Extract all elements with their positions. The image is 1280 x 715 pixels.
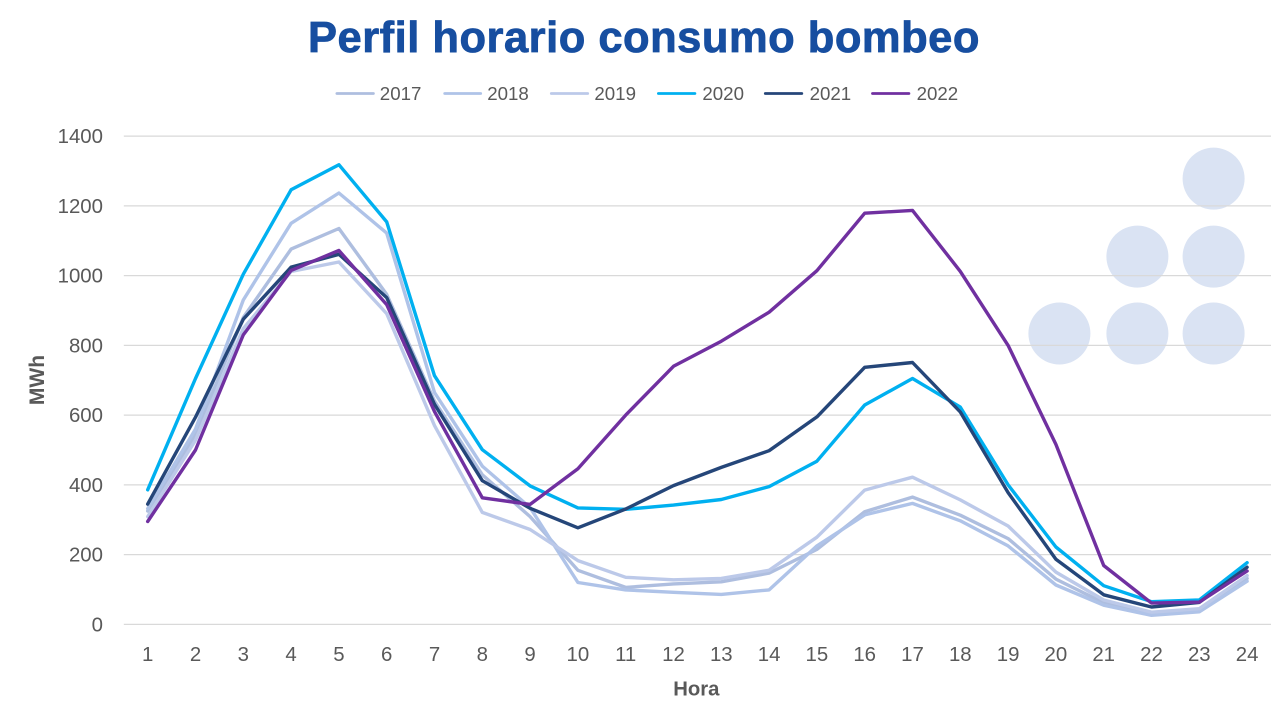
svg-text:20: 20 <box>1045 644 1068 666</box>
svg-text:2021: 2021 <box>810 83 852 104</box>
svg-text:16: 16 <box>853 644 876 666</box>
svg-text:2: 2 <box>190 644 201 666</box>
svg-text:22: 22 <box>1140 644 1163 666</box>
svg-text:5: 5 <box>333 644 344 666</box>
svg-text:10: 10 <box>567 644 590 666</box>
svg-text:Perfil horario consumo bombeo: Perfil horario consumo bombeo <box>308 14 980 62</box>
svg-text:400: 400 <box>69 475 103 497</box>
svg-text:2017: 2017 <box>380 83 422 104</box>
svg-text:200: 200 <box>69 545 103 567</box>
svg-text:21: 21 <box>1092 644 1115 666</box>
svg-text:13: 13 <box>710 644 733 666</box>
svg-text:8: 8 <box>477 644 488 666</box>
svg-text:1: 1 <box>142 644 153 666</box>
svg-text:2020: 2020 <box>702 83 744 104</box>
svg-text:4: 4 <box>285 644 296 666</box>
svg-text:600: 600 <box>69 405 103 427</box>
svg-text:1400: 1400 <box>58 126 103 148</box>
svg-text:0: 0 <box>92 614 103 636</box>
svg-text:2018: 2018 <box>487 83 529 104</box>
svg-text:2019: 2019 <box>594 83 636 104</box>
svg-text:Hora: Hora <box>673 679 720 701</box>
svg-text:18: 18 <box>949 644 972 666</box>
svg-text:1200: 1200 <box>58 196 103 218</box>
svg-text:9: 9 <box>524 644 535 666</box>
svg-text:7: 7 <box>429 644 440 666</box>
svg-text:800: 800 <box>69 335 103 357</box>
svg-text:12: 12 <box>662 644 685 666</box>
svg-text:23: 23 <box>1188 644 1211 666</box>
svg-text:2022: 2022 <box>917 83 959 104</box>
svg-text:MWh: MWh <box>26 355 49 405</box>
svg-text:24: 24 <box>1236 644 1259 666</box>
svg-text:17: 17 <box>901 644 924 666</box>
svg-text:15: 15 <box>806 644 829 666</box>
svg-text:14: 14 <box>758 644 781 666</box>
svg-text:1000: 1000 <box>58 266 103 288</box>
svg-text:3: 3 <box>238 644 249 666</box>
svg-text:6: 6 <box>381 644 392 666</box>
svg-text:11: 11 <box>615 644 636 666</box>
svg-text:19: 19 <box>997 644 1020 666</box>
